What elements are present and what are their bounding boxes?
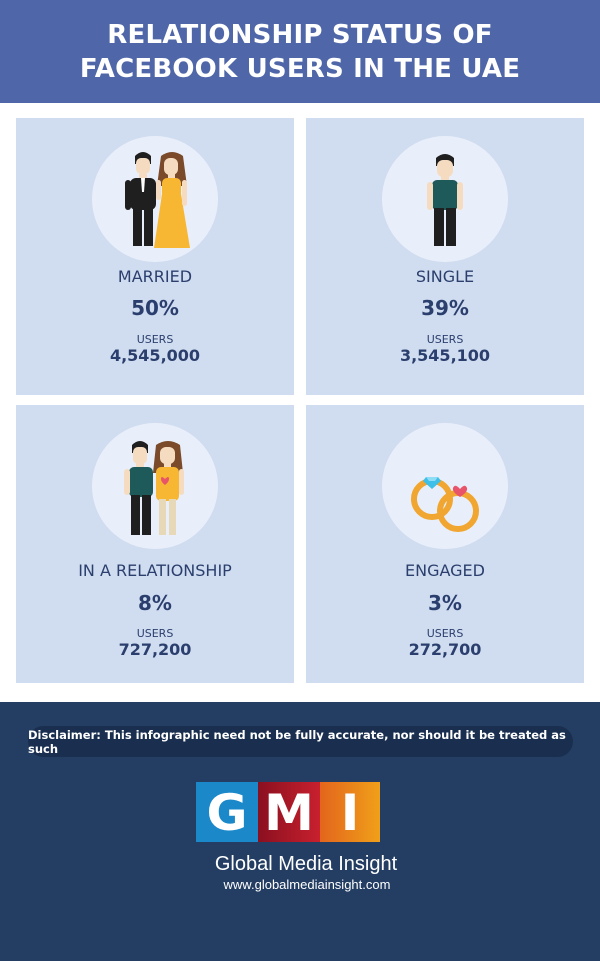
- married-card: MARRIED 50% USERS 4,545,000: [16, 118, 294, 395]
- engaged-card: ENGAGED 3% USERS 272,700: [306, 405, 584, 683]
- gmi-logo: G M I: [196, 782, 380, 842]
- married-couple-icon: [125, 152, 190, 248]
- brand-url-link[interactable]: www.globalmediainsight.com: [223, 877, 391, 892]
- engaged-percent: 3%: [428, 591, 462, 615]
- relationship-icon-circle: [92, 423, 218, 549]
- logo-letter-m: M: [264, 784, 314, 842]
- married-icon-circle: [92, 136, 218, 262]
- married-users-count: 4,545,000: [109, 346, 201, 365]
- header-banner: RELATIONSHIP STATUS OF FACEBOOK USERS IN…: [0, 0, 600, 103]
- relationship-card: IN A RELATIONSHIP 8% USERS 727,200: [16, 405, 294, 683]
- relationship-percent: 8%: [138, 591, 172, 615]
- single-label: SINGLE: [415, 267, 475, 286]
- single-percent: 39%: [421, 296, 469, 320]
- engaged-users-label: USERS: [426, 627, 464, 640]
- single-man-icon: [427, 154, 463, 246]
- relationship-users-label: USERS: [136, 627, 174, 640]
- brand-name: Global Media Insight: [214, 853, 398, 875]
- logo-letter-i: I: [340, 784, 360, 842]
- relationship-users-count: 727,200: [118, 640, 192, 659]
- single-card: SINGLE 39% USERS 3,545,100: [306, 118, 584, 395]
- page-title: RELATIONSHIP STATUS OF FACEBOOK USERS IN…: [79, 19, 521, 84]
- single-icon-circle: [382, 136, 508, 262]
- engaged-icon-circle: [382, 423, 508, 549]
- relationship-label: IN A RELATIONSHIP: [78, 561, 232, 580]
- engaged-users-count: 272,700: [408, 640, 482, 659]
- couple-icon: [124, 441, 184, 535]
- married-label: MARRIED: [117, 267, 193, 286]
- logo-letter-g: G: [206, 784, 248, 842]
- engaged-label: ENGAGED: [405, 561, 485, 580]
- single-users-count: 3,545,100: [399, 346, 491, 365]
- single-users-label: USERS: [426, 333, 464, 346]
- footer: Disclaimer: This infographic need not be…: [0, 702, 600, 961]
- married-users-label: USERS: [136, 333, 174, 346]
- married-percent: 50%: [131, 296, 179, 320]
- disclaimer-pill: Disclaimer: This infographic need not be…: [28, 726, 573, 757]
- engagement-rings-icon: [411, 477, 479, 532]
